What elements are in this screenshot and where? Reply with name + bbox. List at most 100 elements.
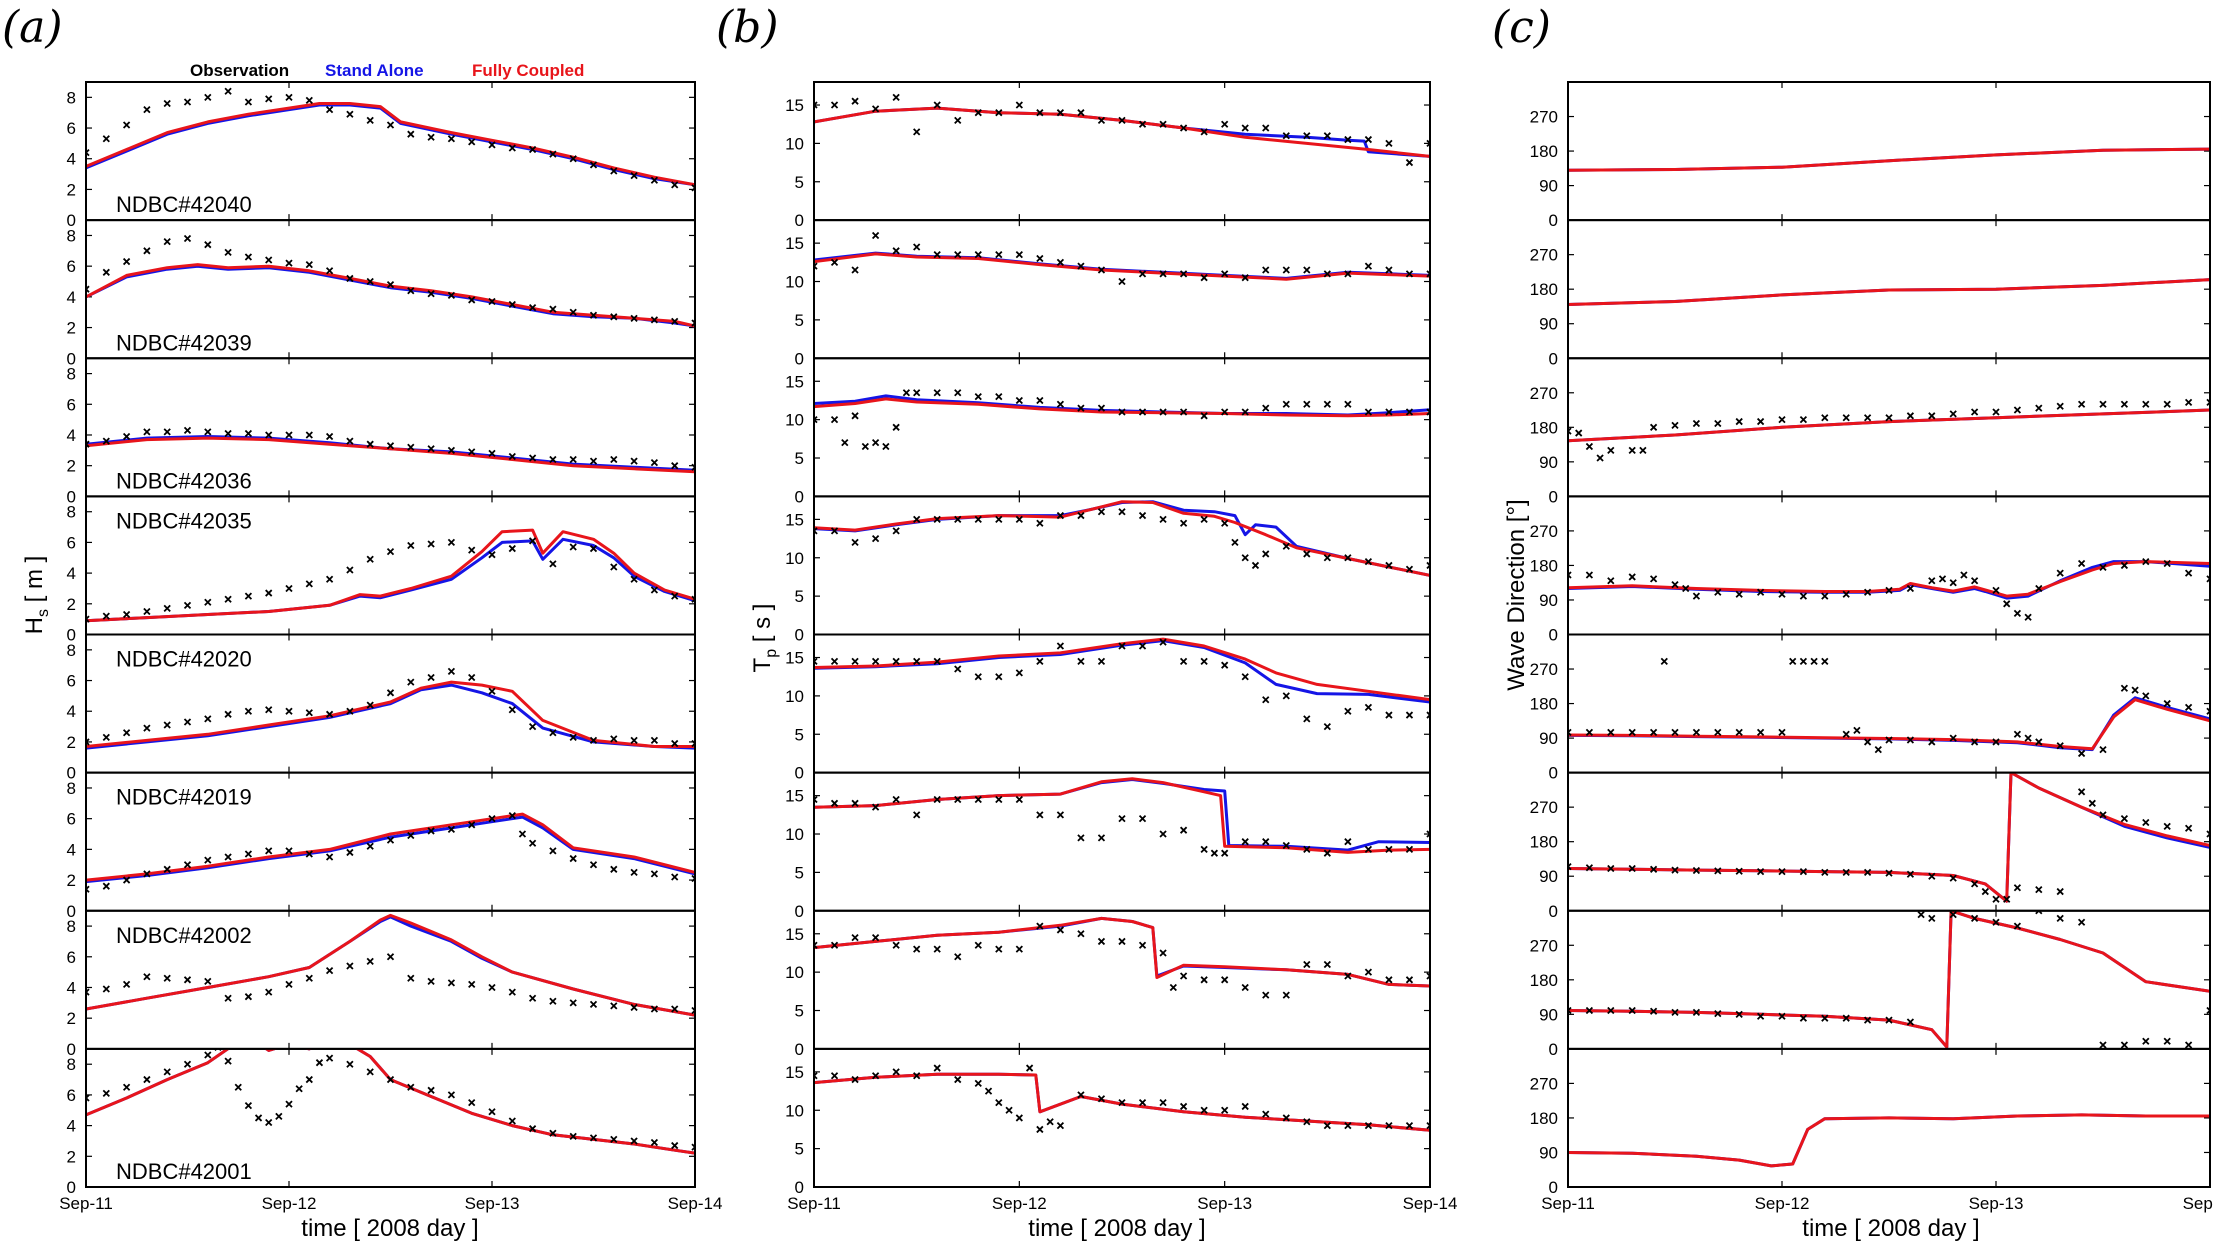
y-tick-label: 10 [785,134,804,153]
observation-point [913,1072,921,1080]
observation-point [974,941,982,949]
observation-point [2077,918,2086,926]
observation-point [143,724,151,732]
observation-point [691,463,695,471]
observation-point [1262,838,1270,846]
observation-point [325,575,334,583]
station-row-a-7: 0 2 4 6 8 NDBC#42001 [67,1047,696,1197]
observation-point [1221,661,1229,669]
observation-point [183,718,192,726]
stand-alone-line [86,815,695,884]
observation-point [1405,711,1414,719]
observation-point [913,515,921,524]
observation-point [468,138,476,146]
observation-point [366,440,374,448]
y-tick-label: 4 [67,564,76,583]
observation-point [1992,738,2000,746]
observation-point [2120,1041,2129,1049]
legend-stand-alone: Stand Alone [325,61,424,80]
observation-point [549,305,557,313]
y-tick-label: 5 [795,1002,804,1021]
observation-point [549,150,557,158]
observation-point [183,426,192,435]
observation-point [2206,1006,2210,1015]
observation-point [2035,886,2043,894]
y-tick-label: 180 [1530,142,1558,161]
observation-point [1821,1014,1829,1022]
series-group [814,389,1430,451]
observation-point [830,258,839,266]
observation-point [265,256,273,264]
observation-point [1628,1006,1636,1015]
observation-point [508,144,516,152]
observation-point [1842,414,1850,422]
observation-point [1344,707,1352,715]
y-tick-label: 180 [1530,833,1558,852]
observation-point [1821,592,1829,600]
observation-point [427,827,435,835]
x-tick-label: Sep-14 [2183,1194,2213,1213]
observation-point [549,847,557,855]
observation-point [244,592,253,600]
observation-point [1426,270,1430,278]
y-tick-label: 15 [785,96,804,115]
y-tick-label: 15 [785,1063,804,1082]
y-tick-label: 270 [1530,798,1558,817]
observation-point [1799,657,1808,665]
observation-point [1036,657,1044,665]
observation-point [1426,1121,1430,1130]
observation-point [569,999,577,1007]
observation-point [183,861,192,869]
observation-point [204,1051,212,1059]
y-tick-label: 0 [795,626,804,645]
station-row-a-3: 0 2 4 6 8 NDBC#42035 [67,495,696,645]
observation-point [1323,132,1331,140]
observation-point [1323,270,1331,278]
y-tick-label: 0 [67,902,76,921]
observation-point [1138,941,1147,949]
observation-point [2120,815,2129,823]
observation-point [1649,865,1658,873]
fully-coupled-line [86,913,695,1017]
observation-point [830,101,839,109]
observation-point [1221,849,1229,857]
observation-point [2184,569,2193,577]
x-tick-label: Sep-11 [787,1194,841,1213]
observation-point [1628,446,1636,454]
observation-point [650,316,659,324]
observation-point [1005,1106,1013,1114]
y-tick-label: 180 [1530,971,1558,990]
observation-point [1200,515,1208,524]
fully-coupled-line [814,637,1430,702]
observation-point [143,105,151,114]
observation-point [122,257,131,266]
observation-point [1842,590,1850,598]
observation-point [204,598,212,606]
fully-coupled-line [86,102,695,187]
fully-coupled-line [814,777,1430,854]
observation-point [2035,404,2043,412]
observation-point [1585,1006,1594,1015]
y-tick-label: 0 [1549,1040,1558,1059]
observation-point [265,95,273,103]
observation-point [1714,1009,1722,1018]
observation-point [234,1083,242,1091]
fully-coupled-line [86,680,695,748]
observation-point [1692,728,1701,736]
observation-point [1778,590,1786,598]
y-tick-label: 6 [67,1086,76,1105]
observation-point [1756,728,1765,736]
y-tick-label: 90 [1539,867,1558,886]
series-group [814,93,1430,167]
y-tick-label: 0 [1549,626,1558,645]
y-tick-label: 180 [1530,695,1558,714]
observation-point [244,1102,253,1110]
observation-point [204,428,212,436]
observation-point [1241,673,1249,681]
panel-b-label: (b) [716,2,779,53]
observation-point [1179,270,1188,278]
observation-point [346,962,354,970]
observation-point [2035,910,2043,915]
observation-point [163,865,171,873]
y-tick-label: 0 [1549,487,1558,506]
